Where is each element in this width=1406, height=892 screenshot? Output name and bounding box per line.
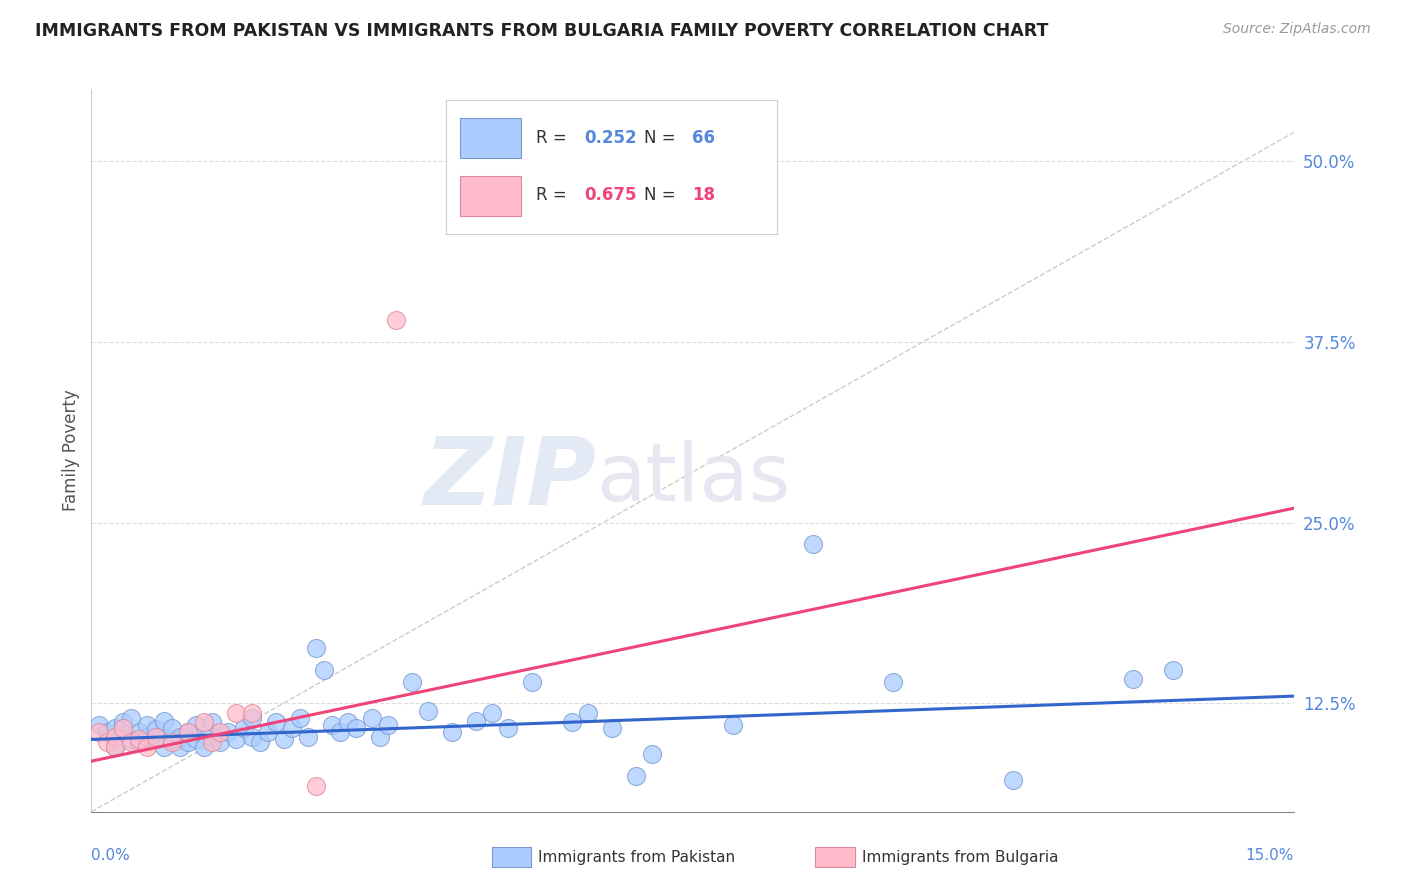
Text: ZIP: ZIP xyxy=(423,434,596,525)
Text: N =: N = xyxy=(644,186,682,204)
FancyBboxPatch shape xyxy=(460,176,520,216)
Text: Immigrants from Pakistan: Immigrants from Pakistan xyxy=(538,850,735,864)
FancyBboxPatch shape xyxy=(446,100,776,234)
Y-axis label: Family Poverty: Family Poverty xyxy=(62,390,80,511)
FancyBboxPatch shape xyxy=(460,118,520,158)
Text: 15.0%: 15.0% xyxy=(1246,847,1294,863)
Text: Immigrants from Bulgaria: Immigrants from Bulgaria xyxy=(862,850,1059,864)
Text: 0.675: 0.675 xyxy=(585,186,637,204)
Text: atlas: atlas xyxy=(596,441,790,518)
Text: 66: 66 xyxy=(692,129,716,147)
Text: 0.0%: 0.0% xyxy=(91,847,131,863)
Text: R =: R = xyxy=(536,129,572,147)
Text: Source: ZipAtlas.com: Source: ZipAtlas.com xyxy=(1223,22,1371,37)
Text: R =: R = xyxy=(536,186,572,204)
Text: N =: N = xyxy=(644,129,682,147)
Text: 18: 18 xyxy=(692,186,716,204)
Text: IMMIGRANTS FROM PAKISTAN VS IMMIGRANTS FROM BULGARIA FAMILY POVERTY CORRELATION : IMMIGRANTS FROM PAKISTAN VS IMMIGRANTS F… xyxy=(35,22,1049,40)
Text: 0.252: 0.252 xyxy=(585,129,637,147)
